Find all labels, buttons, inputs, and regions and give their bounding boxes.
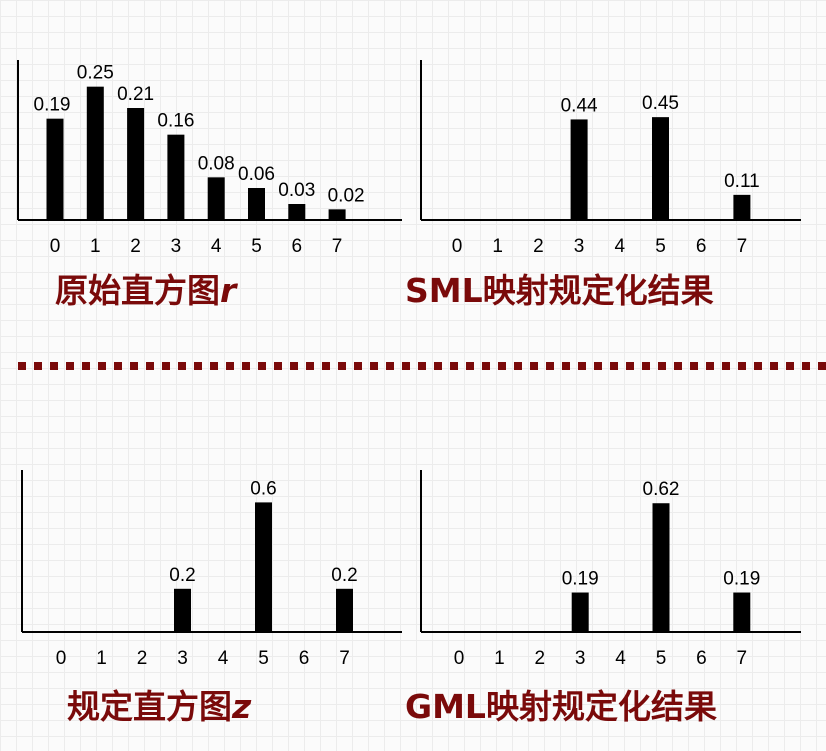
x-tick-label-4: 4 [615,648,626,669]
data-label-5: 0.45 [642,93,679,114]
caption-gml-result-text: GML映射规定化结果 [405,687,717,726]
x-tick-label-2: 2 [533,236,544,257]
bar-1 [86,86,104,221]
x-tick-label-2: 2 [130,236,141,257]
bar-3 [571,592,589,632]
x-tick-label-3: 3 [171,236,182,257]
x-tick-label-4: 4 [615,236,626,257]
bar-7 [733,592,751,632]
chart-original-histogram: 0.19 0 0.25 1 0.21 2 0.16 3 0.08 4 0.06 5 0.03 6 0.02 7 [17,60,402,257]
x-tick-label-5: 5 [251,236,262,257]
bar-3 [174,588,191,632]
bar-3 [570,119,588,220]
x-tick-label-5: 5 [655,236,666,257]
data-label-2: 0.21 [117,84,154,105]
caption-gml-result: GML映射规定化结果 [405,687,717,727]
caption-original-histogram-var: r [220,271,237,310]
chart-gml-result: 0 1 2 0.19 3 4 0.62 5 6 0.19 7 [420,470,801,669]
bar-5 [248,188,265,220]
x-tick-label-1: 1 [494,648,505,669]
x-tick-label-4: 4 [211,236,222,257]
x-tick-label-5: 5 [258,648,269,669]
data-label-3: 0.2 [169,565,195,586]
data-label-4: 0.08 [198,153,235,174]
data-label-7: 0.2 [331,565,357,586]
data-label-5: 0.6 [250,478,276,499]
section-divider [18,362,826,370]
x-tick-label-3: 3 [575,648,586,669]
chart-sml-result: 0 1 2 0.44 3 4 0.45 5 6 0.11 7 [420,60,801,257]
x-tick-label-3: 3 [177,648,188,669]
x-tick-label-0: 0 [56,648,67,669]
data-label-3: 0.19 [562,569,599,590]
caption-original-histogram-text: 原始直方图 [55,271,220,310]
x-tick-label-0: 0 [452,236,463,257]
x-tick-label-3: 3 [574,236,585,257]
x-tick-label-2: 2 [535,648,546,669]
caption-sml-result: SML映射规定化结果 [405,271,714,311]
x-tick-label-5: 5 [656,648,667,669]
x-tick-label-0: 0 [50,236,61,257]
caption-specified-histogram-text: 规定直方图 [67,687,232,726]
data-label-1: 0.25 [77,63,114,84]
data-label-5: 0.62 [643,479,680,500]
bar-5 [652,503,670,632]
x-tick-label-6: 6 [292,236,303,257]
caption-specified-histogram-var: z [232,687,252,726]
x-tick-label-1: 1 [492,236,503,257]
chart-specified-histogram: 0 1 2 0.2 3 4 0.6 5 6 0.2 7 [21,470,402,669]
bar-3 [167,134,185,220]
x-tick-label-4: 4 [218,648,229,669]
bar-2 [127,108,145,220]
data-label-3: 0.16 [157,111,194,132]
bar-5 [652,117,669,220]
x-tick-label-6: 6 [696,648,707,669]
x-tick-label-7: 7 [737,648,748,669]
x-tick-label-1: 1 [90,236,101,257]
data-label-7: 0.02 [328,185,365,206]
x-tick-label-7: 7 [737,236,748,257]
data-label-5: 0.06 [238,164,275,185]
x-tick-label-7: 7 [332,236,343,257]
data-label-7: 0.19 [723,569,760,590]
caption-specified-histogram: 规定直方图z [67,687,251,727]
x-tick-label-7: 7 [339,648,350,669]
x-tick-label-6: 6 [696,236,707,257]
bar-5 [255,502,272,632]
caption-original-histogram: 原始直方图r [55,271,236,311]
bar-0 [46,118,64,220]
data-label-0: 0.19 [34,95,71,116]
caption-sml-result-text: SML映射规定化结果 [405,271,714,310]
x-tick-label-0: 0 [454,648,465,669]
x-tick-label-1: 1 [96,648,107,669]
bar-7 [336,588,353,632]
data-label-7: 0.11 [724,171,760,192]
bar-6 [288,204,306,220]
bar-7 [733,194,751,220]
data-label-3: 0.44 [561,95,598,116]
data-label-6: 0.03 [278,180,315,201]
x-tick-label-2: 2 [137,648,148,669]
bar-7 [328,209,346,220]
x-tick-label-6: 6 [299,648,310,669]
bar-4 [207,177,225,220]
